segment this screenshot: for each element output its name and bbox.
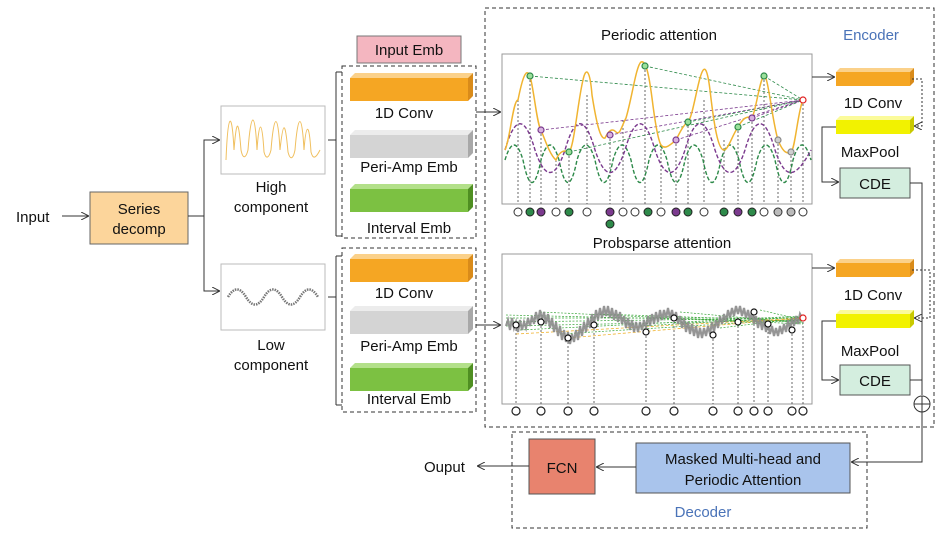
high-component-thumbnail	[220, 105, 326, 175]
upper-conv-block	[350, 73, 473, 101]
probsparse-attention-panel	[501, 253, 813, 405]
periodic-token-row	[513, 207, 808, 229]
output-label: Ouput	[424, 459, 466, 476]
upper-conv-label: 1D Conv	[375, 105, 434, 122]
periodic-attention-title: Periodic attention	[601, 27, 717, 44]
svg-text:Periodic Attention: Periodic Attention	[685, 472, 802, 489]
series-decomp-block: Series decomp	[89, 191, 189, 245]
encoder-conv-block-lower	[836, 259, 914, 277]
decoder-container	[511, 431, 868, 529]
upper-embedding-group	[341, 65, 477, 239]
decoder-attention-block: Masked Multi-head and Periodic Attention	[635, 442, 851, 494]
lower-embedding-group	[341, 247, 477, 413]
probsparse-attention-title: Probsparse attention	[593, 235, 731, 252]
encoder-maxpool-block-lower	[836, 310, 914, 328]
lower-conv-block	[350, 254, 473, 282]
low-component-line2: component	[234, 357, 309, 374]
upper-interval-label: Interval Emb	[367, 220, 451, 237]
lower-interval-block	[350, 363, 473, 391]
high-component-line2: component	[234, 199, 309, 216]
svg-text:CDE: CDE	[859, 176, 891, 193]
low-component-line1: Low	[257, 337, 285, 354]
encoder-conv-label-lower: 1D Conv	[844, 287, 903, 304]
upper-interval-block	[350, 184, 473, 212]
lower-interval-label: Interval Emb	[367, 391, 451, 408]
encoder-cde-block-lower: CDE	[839, 364, 911, 396]
low-component-thumbnail	[220, 263, 326, 331]
encoder-maxpool-label-upper: MaxPool	[841, 144, 899, 161]
encoder-maxpool-block-upper	[836, 116, 914, 134]
upper-periamp-label: Peri-Amp Emb	[360, 159, 458, 176]
series-decomp-line1: Series	[118, 201, 161, 218]
encoder-conv-block-upper	[836, 68, 914, 86]
encoder-container	[484, 7, 935, 428]
probsparse-token-row	[511, 406, 808, 416]
upper-periamp-block	[350, 130, 473, 158]
lower-periamp-block	[350, 306, 473, 334]
periodic-attention-panel	[501, 53, 813, 205]
encoder-cde-block-upper: CDE	[839, 167, 911, 199]
svg-text:Input Emb: Input Emb	[375, 42, 443, 59]
sum-node	[913, 395, 931, 413]
fcn-block: FCN	[528, 438, 596, 495]
lower-conv-label: 1D Conv	[375, 285, 434, 302]
encoder-conv-label-upper: 1D Conv	[844, 95, 903, 112]
svg-text:Masked Multi-head and: Masked Multi-head and	[665, 451, 821, 468]
lower-periamp-label: Peri-Amp Emb	[360, 338, 458, 355]
encoder-maxpool-label-lower: MaxPool	[841, 343, 899, 360]
series-decomp-line2: decomp	[112, 221, 165, 238]
input-emb-title: Input Emb	[356, 35, 462, 64]
high-component-line1: High	[256, 179, 287, 196]
svg-text:FCN: FCN	[547, 460, 578, 477]
svg-text:CDE: CDE	[859, 373, 891, 390]
encoder-title: Encoder	[843, 27, 899, 44]
decoder-title: Decoder	[675, 504, 732, 521]
input-label: Input	[16, 209, 50, 226]
